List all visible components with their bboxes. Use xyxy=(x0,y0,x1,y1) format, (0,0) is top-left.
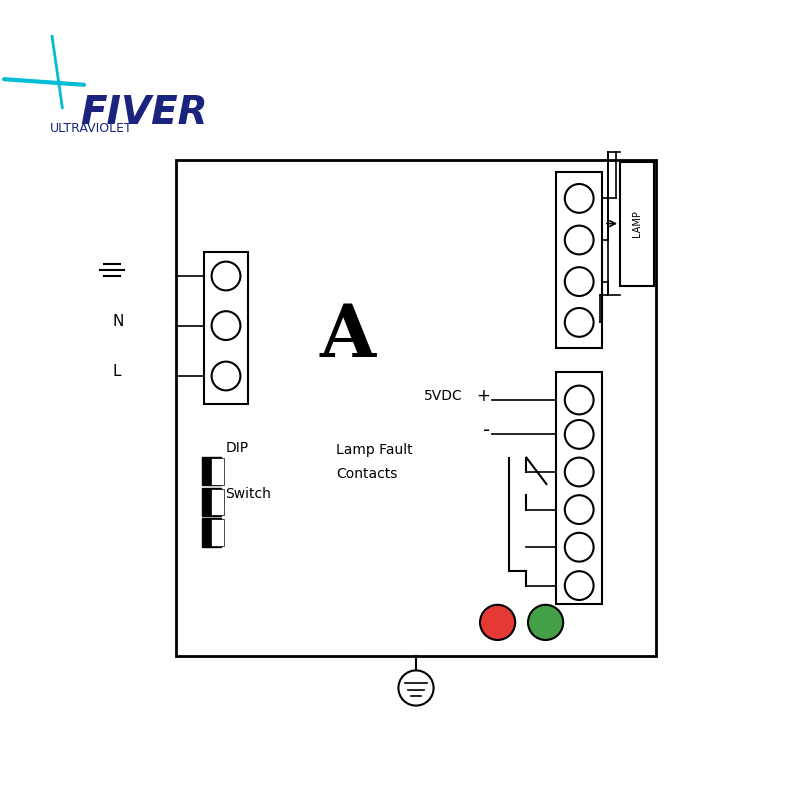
Text: L: L xyxy=(112,365,121,379)
Bar xyxy=(204,252,248,404)
Text: Switch: Switch xyxy=(226,487,271,502)
Bar xyxy=(202,488,221,516)
Text: 5VDC: 5VDC xyxy=(424,389,462,403)
Text: N: N xyxy=(112,314,123,329)
Text: Contacts: Contacts xyxy=(336,466,398,481)
Text: A: A xyxy=(320,301,376,371)
Bar xyxy=(202,518,221,546)
Text: FIVER: FIVER xyxy=(80,94,207,131)
Bar xyxy=(211,489,224,515)
Text: ULTRAVIOLET: ULTRAVIOLET xyxy=(50,122,132,134)
Bar xyxy=(211,458,224,485)
Circle shape xyxy=(528,605,563,640)
Text: DIP: DIP xyxy=(226,442,249,455)
Bar xyxy=(211,519,224,546)
Circle shape xyxy=(480,605,515,640)
Text: Lamp Fault: Lamp Fault xyxy=(336,442,413,457)
Bar xyxy=(556,172,602,348)
Text: +: + xyxy=(477,387,490,405)
Bar xyxy=(202,457,221,486)
Text: LAMP: LAMP xyxy=(632,210,642,237)
Text: -: - xyxy=(483,421,490,440)
Bar xyxy=(620,162,654,286)
Bar xyxy=(556,372,602,604)
Bar xyxy=(176,160,656,656)
